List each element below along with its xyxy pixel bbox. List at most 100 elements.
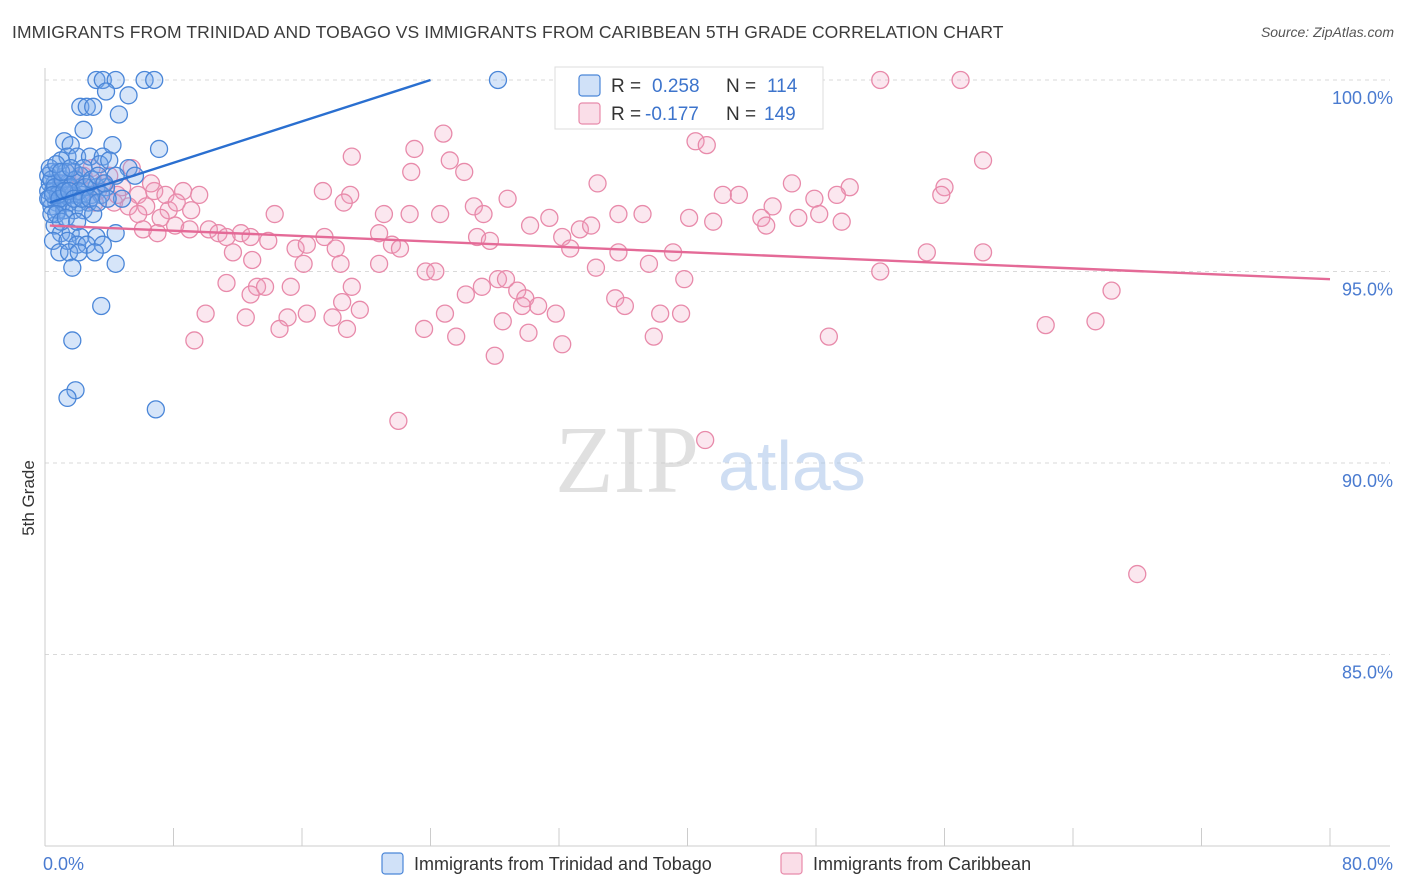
- point-caribbean: [182, 201, 201, 220]
- point-caribbean: [713, 185, 732, 205]
- point-caribbean: [255, 277, 275, 296]
- point-caribbean: [185, 331, 204, 350]
- point-caribbean: [297, 235, 316, 254]
- point-caribbean: [871, 70, 890, 90]
- point-trinidad: [42, 204, 61, 224]
- point-trinidad: [84, 97, 103, 116]
- y-tick-label: 95.0%: [1342, 280, 1393, 300]
- point-caribbean: [586, 258, 606, 277]
- point-caribbean: [190, 185, 209, 205]
- point-caribbean: [180, 220, 199, 239]
- series-caribbean-points: [55, 70, 1147, 584]
- point-caribbean: [951, 70, 970, 90]
- point-caribbean: [609, 243, 628, 262]
- point-caribbean: [141, 174, 161, 193]
- point-caribbean: [243, 250, 262, 270]
- point-caribbean: [434, 124, 453, 143]
- point-caribbean: [697, 135, 716, 155]
- point-caribbean: [540, 208, 559, 228]
- point-caribbean: [236, 308, 255, 327]
- point-caribbean: [389, 411, 408, 431]
- point-caribbean: [819, 327, 838, 346]
- point-caribbean: [265, 204, 284, 224]
- point-caribbean: [644, 327, 663, 346]
- point-caribbean: [129, 204, 148, 224]
- bottom-legend-label-pink: Immigrants from Caribbean: [813, 854, 1031, 874]
- point-caribbean: [342, 147, 361, 166]
- y-tick-label: 85.0%: [1342, 663, 1393, 683]
- point-caribbean: [805, 189, 824, 208]
- point-caribbean: [782, 174, 802, 193]
- point-caribbean: [342, 277, 361, 296]
- point-caribbean: [871, 262, 890, 281]
- point-caribbean: [679, 208, 699, 228]
- y-axis-title: 5th Grade: [19, 460, 38, 536]
- point-caribbean: [519, 323, 538, 342]
- bottom-legend-label-blue: Immigrants from Trinidad and Tobago: [414, 854, 712, 874]
- point-trinidad: [63, 258, 82, 277]
- point-caribbean: [474, 204, 493, 224]
- point-caribbean: [414, 319, 434, 339]
- x-tick-label: 80.0%: [1342, 854, 1393, 874]
- point-caribbean: [297, 304, 316, 323]
- point-trinidad: [80, 147, 100, 166]
- legend-n-label-pink: N =: [726, 104, 756, 125]
- point-trinidad: [88, 193, 108, 212]
- point-trinidad: [71, 97, 90, 116]
- legend-swatch-blue: [578, 74, 601, 97]
- point-caribbean: [435, 304, 455, 323]
- point-caribbean: [390, 239, 410, 258]
- point-caribbean: [1128, 564, 1147, 584]
- point-trinidad: [109, 105, 129, 124]
- point-trinidad: [51, 162, 71, 182]
- point-caribbean: [331, 254, 350, 273]
- legend-n-value-pink: 149: [764, 104, 796, 125]
- point-trinidad: [69, 243, 88, 262]
- point-trinidad: [92, 296, 111, 316]
- point-caribbean: [496, 270, 516, 289]
- legend-n-label-blue: N =: [726, 76, 756, 97]
- point-caribbean: [615, 296, 635, 316]
- point-caribbean: [196, 304, 215, 323]
- point-caribbean: [241, 285, 260, 304]
- point-trinidad: [100, 151, 119, 170]
- x-tick-label: 0.0%: [43, 854, 84, 874]
- point-trinidad: [135, 70, 154, 90]
- point-caribbean: [426, 262, 445, 281]
- trend-line-caribbean: [49, 224, 1331, 281]
- point-caribbean: [199, 220, 218, 239]
- point-trinidad: [98, 189, 117, 208]
- point-caribbean: [651, 304, 670, 323]
- point-caribbean: [217, 227, 236, 247]
- point-caribbean: [337, 319, 357, 339]
- point-caribbean: [323, 308, 342, 327]
- point-caribbean: [369, 224, 389, 243]
- point-caribbean: [609, 204, 628, 224]
- point-caribbean: [633, 204, 652, 224]
- point-trinidad: [106, 254, 125, 273]
- point-caribbean: [405, 139, 424, 159]
- point-trinidad: [50, 243, 69, 262]
- point-trinidad: [146, 400, 165, 419]
- point-trinidad: [77, 97, 96, 116]
- point-trinidad: [61, 135, 80, 155]
- point-trinidad: [43, 231, 63, 251]
- axes: 85.0% 90.0% 95.0% 100.0% 0.0% 80.0%: [43, 68, 1393, 874]
- point-trinidad: [63, 331, 82, 350]
- point-trinidad: [488, 70, 508, 90]
- point-trinidad: [84, 204, 103, 224]
- watermark-zip: ZIP: [555, 406, 699, 513]
- point-caribbean: [581, 216, 601, 235]
- point-trinidad: [74, 120, 93, 139]
- point-caribbean: [606, 289, 625, 308]
- point-caribbean: [402, 162, 421, 182]
- legend-swatch-pink: [578, 102, 601, 125]
- point-caribbean: [512, 296, 532, 316]
- point-caribbean: [447, 327, 466, 346]
- point-caribbean: [757, 216, 776, 235]
- point-caribbean: [294, 254, 313, 273]
- point-caribbean: [704, 212, 723, 231]
- point-caribbean: [333, 292, 352, 312]
- point-caribbean: [729, 185, 749, 205]
